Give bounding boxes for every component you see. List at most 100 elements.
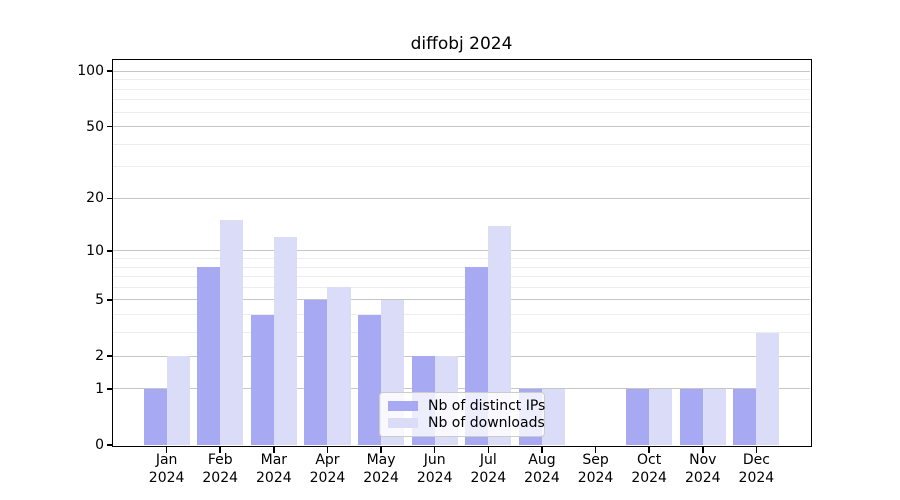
x-tick-year: 2024 [738,469,775,486]
grid-line-major [113,70,810,72]
x-tick [541,446,543,453]
x-tick [755,446,758,453]
x-tick-label: Dec 2024 [724,452,788,487]
x-tick [380,446,382,453]
x-tick-year: 2024 [416,469,453,486]
x-tick-year: 2024 [524,469,560,486]
y-tick-label: 20 [86,190,104,207]
y-tick [106,70,113,72]
y-tick-label: 0 [95,437,104,453]
legend: Nb of distinct IPs Nb of downloads [379,392,545,437]
bar-distinct-ips [304,299,328,445]
bar-downloads [756,332,780,445]
grid-line-major [113,299,810,301]
x-tick-label: Feb 2024 [188,452,252,487]
bar-distinct-ips [358,314,382,445]
grid-line-minor [113,314,810,316]
x-tick-label: Jul 2024 [456,452,520,487]
x-tick [648,446,650,453]
grid-line-minor [113,266,810,268]
x-tick-year: 2024 [148,469,185,486]
y-tick [106,388,113,390]
x-tick-label: May 2024 [349,452,413,487]
grid-line-minor [113,79,810,81]
x-tick [273,446,275,453]
y-tick-label: 50 [86,118,104,135]
y-tick [106,444,113,446]
y-tick-label: 10 [86,242,104,259]
x-tick-year: 2024 [256,469,292,486]
x-tick [326,446,329,453]
bar-distinct-ips [197,267,221,445]
x-tick-year: 2024 [470,469,507,486]
grid-line-minor [113,258,810,259]
grid-line-major [113,126,810,128]
x-tick-year: 2024 [309,469,346,486]
x-tick-year: 2024 [363,469,399,486]
bar-downloads [702,388,726,445]
y-tick-label: 1 [95,380,104,397]
grid-line-minor [113,332,810,334]
x-tick-year: 2024 [577,469,614,486]
x-tick-label: Oct 2024 [617,452,681,487]
y-tick [106,250,113,252]
grid-line-minor [113,166,810,168]
y-tick-label: 2 [95,348,104,365]
plot-area [111,58,812,447]
bar-distinct-ips [733,388,757,445]
legend-label-downloads: Nb of downloads [428,415,545,432]
bar-downloads [541,388,565,445]
bar-downloads [220,220,244,445]
legend-label-distinct-ips: Nb of distinct IPs [428,397,546,414]
grid-line-major [113,355,810,357]
grid-line-minor [113,99,810,101]
x-tick-year: 2024 [684,469,721,486]
bar-distinct-ips [250,314,274,445]
bar-downloads [649,388,673,445]
x-tick [433,446,436,453]
x-tick [165,446,168,453]
legend-item-distinct-ips: Nb of distinct IPs [388,398,545,414]
x-tick-label: Apr 2024 [295,452,359,487]
grid-line-major [113,197,810,199]
bar-distinct-ips [143,388,167,445]
x-tick-label: Aug 2024 [510,452,574,487]
x-tick [487,446,490,453]
x-tick-year: 2024 [202,469,239,486]
bar-distinct-ips [626,388,650,445]
x-tick [219,446,221,453]
y-tick [106,125,113,128]
legend-swatch-downloads [388,418,418,429]
x-tick-label: Jan 2024 [135,452,199,487]
x-tick-year: 2024 [631,469,667,486]
legend-swatch-distinct-ips [388,400,418,411]
y-tick-label: 5 [95,291,104,308]
grid-line-minor [113,143,810,145]
bar-downloads [166,356,190,445]
grid-line-minor [113,286,810,288]
legend-item-downloads: Nb of downloads [388,415,545,431]
bar-downloads [273,237,297,445]
chart-title: diffobj 2024 [410,34,513,54]
y-tick-label: 100 [77,63,104,80]
y-tick [106,197,113,200]
bar-downloads [488,225,512,445]
y-tick [106,299,113,301]
x-tick-label: Mar 2024 [242,452,306,487]
y-tick [106,355,113,357]
bar-distinct-ips [679,388,703,445]
x-tick [702,446,704,453]
x-tick-label: Sep 2024 [564,452,628,487]
grid-line-major [113,250,810,252]
grid-line-minor [113,88,810,90]
x-tick [594,446,597,453]
grid-line-minor [113,276,810,278]
x-tick-label: Jun 2024 [403,452,467,487]
x-tick-label: Nov 2024 [671,452,735,487]
bar-downloads [327,287,351,445]
grid-line-minor [113,111,810,113]
